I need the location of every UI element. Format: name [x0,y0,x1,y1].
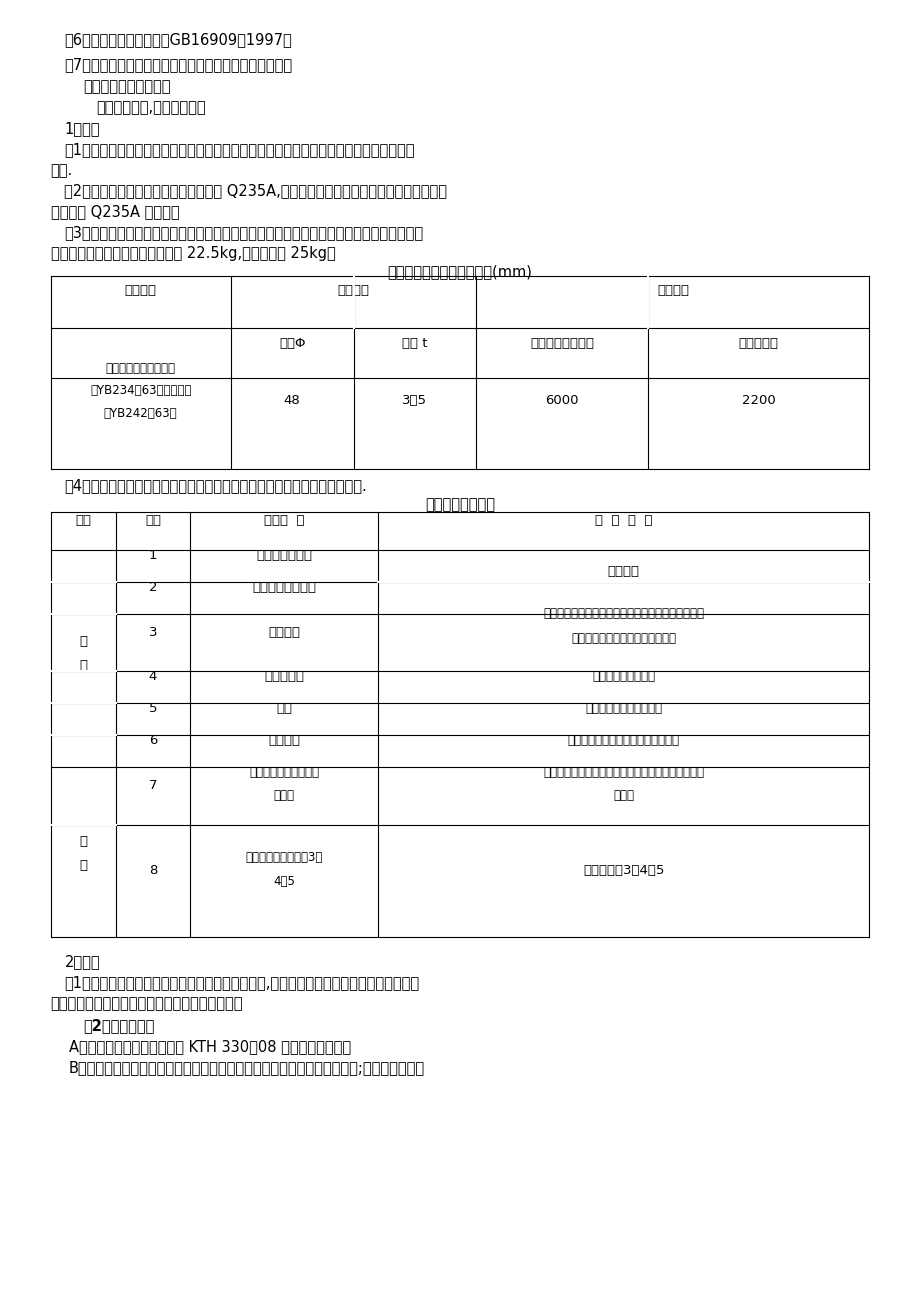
Text: 3: 3 [149,626,157,639]
Text: 其他项目同新管项次3、: 其他项目同新管项次3、 [245,852,323,865]
Text: 壁厚 t: 壁厚 t [402,337,427,350]
Text: 截面尺寸: 截面尺寸 [337,284,369,297]
Text: 钢管类别: 钢管类别 [125,284,156,297]
Text: 旧: 旧 [79,836,87,849]
Text: 6000: 6000 [545,393,578,406]
Text: 1: 1 [149,549,157,562]
Text: A、扣件采用机械性能不低于 KTH 330－08 的可锻铸铁制作；: A、扣件采用机械性能不低于 KTH 330－08 的可锻铸铁制作； [69,1039,351,1055]
Text: 5: 5 [149,702,157,715]
Text: 48: 48 [283,393,301,406]
Text: 端面: 端面 [276,702,291,715]
Text: 检测单位，质量易于保证，因此采用锻铸铁扣件。: 检测单位，质量易于保证，因此采用锻铸铁扣件。 [51,996,243,1012]
Text: （4）新、旧钢管的尺寸、表面质量和外形应符合下表要求，钢管上严禁打孔.: （4）新、旧钢管的尺寸、表面质量和外形应符合下表要求，钢管上严禁打孔. [64,478,367,493]
Text: 最大长度: 最大长度 [656,284,688,297]
Text: 度见下表，每根钢管的重量不低于 22.5kg,并不应超过 25kg。: 度见下表，每根钢管的重量不低于 22.5kg,并不应超过 25kg。 [51,246,335,262]
Text: 管: 管 [79,859,87,872]
Text: 应平整，偏差不超过规定: 应平整，偏差不超过规定 [584,702,662,715]
Text: 4、5: 4、5 [273,875,295,888]
Text: （1）目前我国有可锻铸铁扣件与钢板压制扣件两种,可锻铸铁扣件已有国家产品标准和专业: （1）目前我国有可锻铸铁扣件与钢板压制扣件两种,可锻铸铁扣件已有国家产品标准和专… [64,975,419,991]
Text: 扣件式脚手架钢管几何尺寸(mm): 扣件式脚手架钢管几何尺寸(mm) [387,264,532,280]
Text: 钢管材质检验报告: 钢管材质检验报告 [252,581,315,594]
Text: 纵向水平杆、立杆: 纵向水平杆、立杆 [529,337,594,350]
Text: 管》.: 管》. [51,163,73,178]
Text: （6）《密目式安全立网》GB16909－1997。: （6）《密目式安全立网》GB16909－1997。 [64,33,292,48]
Text: （3）钢管截面几何尺寸见下表，钢管长度应便于人工装、拆和运输，扣架规范规定的钢管长: （3）钢管截面几何尺寸见下表，钢管长度应便于人工装、拆和运输，扣架规范规定的钢管… [64,225,423,241]
Text: 表面质量: 表面质量 [267,626,300,639]
Text: （YB242－63）: （YB242－63） [104,406,177,419]
Text: （1）扣件式脚手架钢管应采用现行国家标准《直缝电焊钢管》或《低压流体输送用焊接钢: （1）扣件式脚手架钢管应采用现行国家标准《直缝电焊钢管》或《低压流体输送用焊接钢 [64,142,414,158]
Text: 4: 4 [149,671,157,684]
Text: 项次: 项次 [145,514,161,527]
Text: 钢管锈蚀程度应每年检: 钢管锈蚀程度应每年检 [249,766,319,779]
Text: 必须进行防锈处理，镀锌或涂防锈漆: 必须进行防锈处理，镀锌或涂防锈漆 [567,734,679,747]
Text: （二）材料选择与准备: （二）材料选择与准备 [83,79,170,95]
Text: 验  收  要  求: 验 收 要 求 [595,514,652,527]
Text: 根据技术要求,做如下准备：: 根据技术要求,做如下准备： [96,100,206,116]
Text: 2、扣件: 2、扣件 [64,954,100,970]
Text: 新: 新 [79,635,87,648]
Text: 6: 6 [149,734,157,747]
Text: 8: 8 [149,865,157,878]
Text: 允许偏差不超过规定: 允许偏差不超过规定 [592,671,654,684]
Text: 行检查: 行检查 [613,789,633,802]
Text: 低压流体输送用焊钢管: 低压流体输送用焊钢管 [106,362,176,375]
Text: （7）我公司及项目部从事扣件或钢管脚手架施工的经验。: （7）我公司及项目部从事扣件或钢管脚手架施工的经验。 [64,57,292,73]
Text: 管: 管 [79,659,87,672]
Text: 外径、壁厚: 外径、壁厚 [264,671,303,684]
Text: 防锈处理: 防锈处理 [267,734,300,747]
Text: 硬弯，上述缺陷不应大于规定要求: 硬弯，上述缺陷不应大于规定要求 [571,633,675,646]
Text: 1、钢管: 1、钢管 [64,121,100,137]
Text: B、铸件不得有裂纹、气孔；不得有缩松、砂眼或其他影响使用的铸造缺陷;并将影响外观质: B、铸件不得有裂纹、气孔；不得有缩松、砂眼或其他影响使用的铸造缺陷;并将影响外观… [69,1060,425,1075]
Text: 构钢》中 Q235A 的规定。: 构钢》中 Q235A 的规定。 [51,204,179,220]
Text: 同新管项次3、4、5: 同新管项次3、4、5 [583,865,664,878]
Text: 横向水平杆: 横向水平杆 [738,337,778,350]
Text: 检查项  目: 检查项 目 [264,514,304,527]
Text: 2200: 2200 [742,393,775,406]
Text: （2）钢管钢材牌号采用力学性能适中的 Q235A,质量性能指标应符合现行国家标准《碳素结: （2）钢管钢材牌号采用力学性能适中的 Q235A,质量性能指标应符合现行国家标准… [64,184,447,199]
Text: 锈蚀深度应符合规定，锈蚀严重部位应将钢管截断进: 锈蚀深度应符合规定，锈蚀严重部位应将钢管截断进 [542,766,704,779]
Text: 7: 7 [149,779,157,792]
Text: 3。5: 3。5 [402,393,427,406]
Text: 必须具备: 必须具备 [607,565,639,578]
Text: （2）技术要求：: （2）技术要求： [83,1018,154,1034]
Text: 外径Φ: 外径Φ [278,337,305,350]
Text: 2: 2 [149,581,157,594]
Text: 表面应平直光滑，不应有裂纹、分层、压痕、划道和: 表面应平直光滑，不应有裂纹、分层、压痕、划道和 [542,608,704,621]
Text: 产品质量合格证: 产品质量合格证 [255,549,312,562]
Text: （YB234－63）电焊钢管: （YB234－63）电焊钢管 [90,384,191,397]
Text: 钢管质量检验要求: 钢管质量检验要求 [425,497,494,513]
Text: 项次: 项次 [75,514,91,527]
Text: 查一次: 查一次 [273,789,294,802]
